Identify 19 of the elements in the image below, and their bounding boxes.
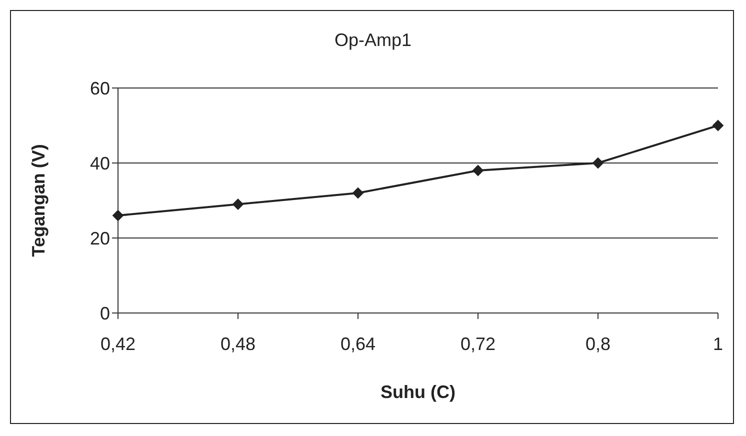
x-tick-label: 0,42 [100, 334, 136, 354]
x-tick-label: 1 [712, 334, 724, 354]
y-tick-label: 60 [90, 78, 110, 98]
y-tick-label: 40 [90, 153, 110, 174]
x-axis-title: Suhu (C) [380, 382, 456, 402]
chart-title: Op-Amp1 [333, 30, 413, 51]
y-tick-label: 20 [90, 228, 110, 248]
x-tick-label: 0,48 [220, 334, 256, 354]
y-axis-title: Tegangan (V) [28, 144, 48, 257]
y-tick-label: 0 [100, 303, 110, 324]
point [232, 198, 244, 210]
x-tick-label: 0,8 [585, 334, 611, 354]
point [592, 158, 604, 168]
point [112, 210, 124, 221]
point [352, 188, 364, 198]
x-tick-label: 0,72 [460, 334, 496, 354]
point [472, 165, 484, 176]
x-tick-label: 0,64 [340, 334, 376, 354]
point [712, 120, 724, 131]
